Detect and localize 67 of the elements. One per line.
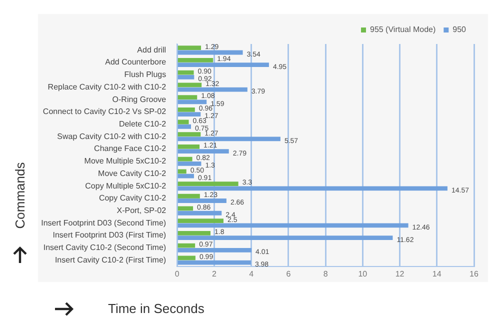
bar [178, 62, 269, 68]
bar [178, 107, 195, 112]
x-tick-label: 2 [212, 269, 217, 278]
bar [178, 194, 200, 198]
y-tick-label: Move Multiple 5xC10-2 [84, 156, 167, 166]
y-tick-label: Copy Multiple 5xC10-2 [85, 181, 167, 190]
x-tick-label: 14 [432, 269, 442, 278]
y-tick-label: Move Cavity C10-2 [98, 168, 167, 178]
x-tick-label: 6 [286, 269, 292, 278]
bar [178, 144, 200, 149]
bar [178, 260, 251, 265]
bar [178, 182, 238, 186]
y-tick-label: Add Counterbore [105, 58, 167, 67]
legend-label: 955 (Virtual Mode) [370, 25, 436, 34]
bar [178, 169, 186, 174]
bar [178, 87, 248, 92]
bar [178, 156, 192, 162]
bar [178, 243, 196, 248]
x-tick-label: 4 [249, 269, 254, 278]
y-tick-label: Connect to Cavity C10-2 Vs SP-02 [42, 107, 167, 116]
bar [178, 50, 243, 55]
x-axis-title: Time in Seconds [108, 301, 204, 316]
x-tick-label: 8 [323, 269, 328, 278]
bar [178, 186, 448, 191]
y-tick-label: Change Face C10-2 [94, 144, 167, 154]
x-tick-label: 10 [358, 269, 368, 278]
y-tick-label: Replace Cavity C10-2 with C10-2 [48, 82, 167, 92]
y-tick-label: Insert Footprint D03 (First Time) [52, 230, 166, 240]
bar [178, 120, 189, 124]
bar [178, 58, 214, 62]
bar [178, 223, 408, 228]
bar [178, 46, 202, 50]
bar [178, 230, 210, 236]
y-tick-label: Flush Plugs [124, 70, 166, 80]
y-axis-title: Commands [12, 161, 28, 231]
bar [178, 149, 229, 154]
y-tick-label: Delete C10-2 [118, 120, 167, 129]
x-tick-label: 16 [470, 269, 479, 278]
bar [178, 210, 222, 216]
bar [178, 236, 393, 240]
y-tick-label: O-Ring Groove [112, 94, 167, 104]
y-tick-label: X-Port, SP-02 [116, 206, 167, 216]
bar [178, 100, 207, 104]
bar [178, 124, 192, 129]
bar [178, 256, 196, 260]
y-tick-label: Add drill [137, 45, 166, 54]
x-tick-label: 0 [174, 269, 180, 278]
y-tick-label: Copy Cavity C10-2 [98, 194, 167, 203]
bar [178, 218, 224, 224]
y-tick-label: Insert Cavity C10-2 (Second Time) [43, 243, 166, 252]
bar [178, 132, 201, 137]
y-tick-label: Insert Cavity C10-2 (First Time) [54, 255, 166, 264]
y-tick-label: Insert Footprint D03 (Second Time) [41, 218, 166, 228]
bar [178, 70, 194, 75]
y-tick-label: Swap Cavity C10-2 with C10-2 [57, 132, 167, 141]
x-tick-label: 12 [395, 269, 405, 278]
bar [178, 136, 280, 142]
bar [178, 248, 252, 252]
bar [178, 95, 198, 100]
bar [178, 75, 194, 80]
legend-label: 950 [452, 25, 467, 34]
bar [178, 174, 194, 178]
bar [178, 198, 226, 203]
bar [178, 206, 194, 211]
bar [178, 161, 202, 166]
bar [178, 112, 201, 116]
bar [178, 82, 202, 88]
